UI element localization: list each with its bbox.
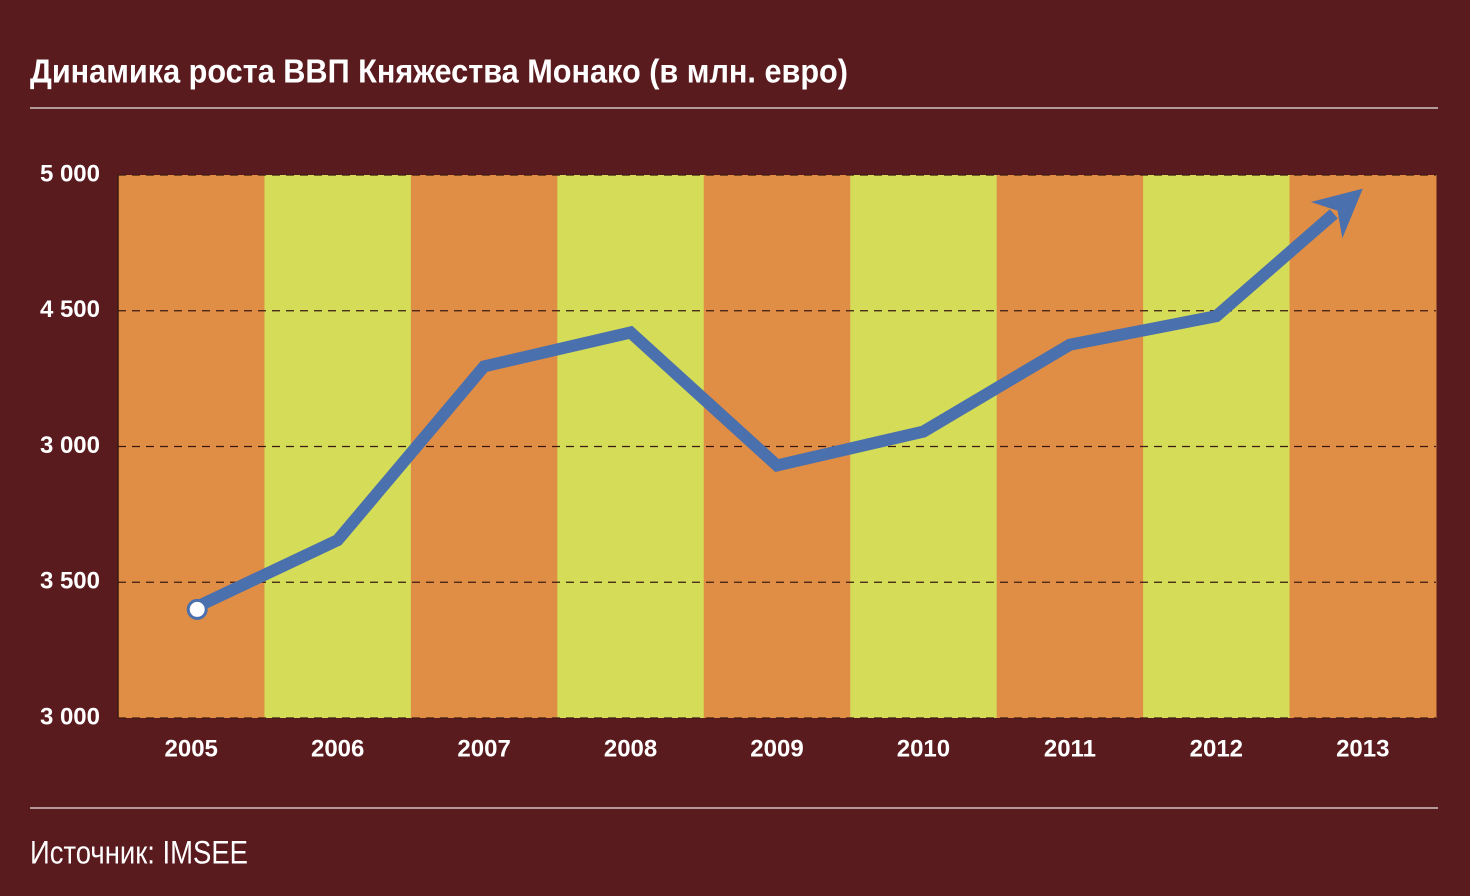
x-tick-label: 2009 bbox=[750, 735, 803, 762]
x-tick-label: 2008 bbox=[604, 735, 657, 762]
x-tick-label: 2005 bbox=[165, 735, 218, 762]
chart-title: Динамика роста ВВП Княжества Монако (в м… bbox=[30, 53, 848, 90]
x-tick-label: 2011 bbox=[1044, 735, 1096, 762]
data-line bbox=[188, 209, 1338, 615]
y-tick-label: 5 000 bbox=[40, 160, 100, 187]
plot: 3 000 3 500 3 000 4 500 5 000 2005 2006 2007 200… bbox=[40, 160, 1437, 762]
x-tick-label: 2013 bbox=[1336, 735, 1389, 762]
arrow-head bbox=[1310, 188, 1363, 239]
x-tick-label: 2012 bbox=[1190, 735, 1243, 762]
start-marker bbox=[186, 598, 208, 620]
x-tick-label: 2006 bbox=[311, 735, 364, 762]
source: Источник: IMSEE bbox=[30, 834, 248, 870]
y-tick-label: 3 000 bbox=[40, 703, 100, 730]
y-tick-label: 3 500 bbox=[40, 568, 100, 595]
x-tick-label: 2007 bbox=[457, 735, 510, 762]
y-tick-label: 4 500 bbox=[40, 296, 100, 323]
x-tick-label: 2010 bbox=[897, 735, 950, 762]
y-tick-label: 3 000 bbox=[40, 432, 100, 459]
